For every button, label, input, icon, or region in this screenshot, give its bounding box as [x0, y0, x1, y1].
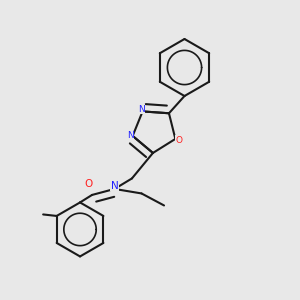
Text: O: O [84, 178, 93, 188]
Text: N: N [138, 104, 145, 113]
Text: O: O [176, 136, 182, 145]
Text: N: N [111, 181, 119, 191]
Text: N: N [127, 131, 134, 140]
